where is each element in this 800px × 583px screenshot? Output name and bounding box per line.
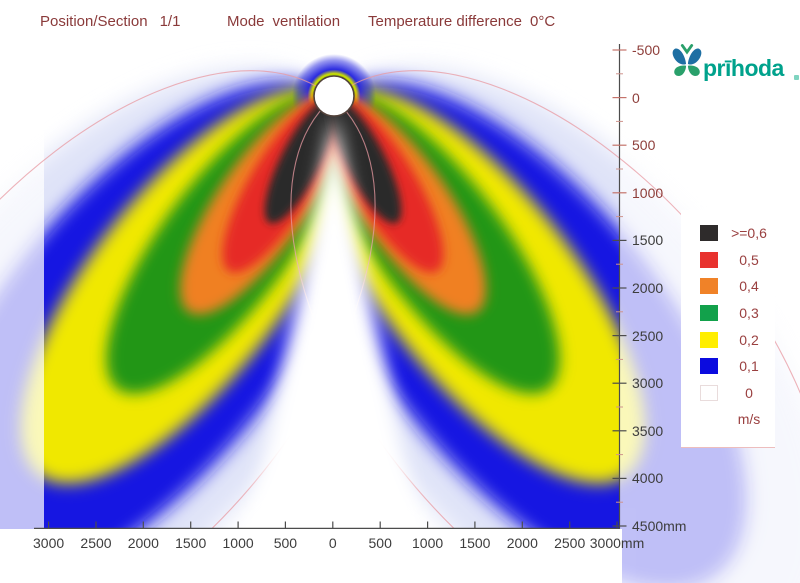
legend-label: 0 (745, 384, 753, 401)
legend-label: 0,1 (739, 358, 759, 375)
legend-label: 0,2 (739, 331, 759, 348)
legend-row: 0 (681, 380, 775, 407)
legend-row: 0,2 (681, 326, 775, 353)
brand-name: prīhoda (703, 55, 784, 81)
legend-panel: >=0,6 0,5 0,4 0,3 0,2 0,1 0 m/s (681, 210, 775, 448)
contour-band-right->=0,6 (328, 97, 402, 224)
legend-row: 0,1 (681, 353, 775, 380)
x-axis-ticks (47, 521, 618, 529)
mode-value: ventilation (272, 13, 341, 30)
legend-row: >=0,6 (681, 220, 775, 247)
legend-label: 0,5 (739, 251, 759, 268)
jet-bands-inner (180, 95, 486, 315)
butterfly-lower-right-wing (687, 65, 700, 76)
legend-unit-label: m/s (737, 411, 761, 428)
legend-swatch-0,2 (700, 331, 718, 348)
legend-swatch-0,4 (700, 278, 718, 295)
butterfly-antennae (680, 44, 694, 55)
prihoda-logo: prīhoda (668, 42, 800, 90)
butterfly-upper-right-wing (687, 48, 702, 65)
butterfly-upper-left-wing (672, 48, 687, 65)
y-axis-ticks (612, 49, 627, 527)
legend-rows: >=0,6 0,5 0,4 0,3 0,2 0,1 0 (681, 220, 775, 406)
temperature-field: Temperature difference 0°C (368, 13, 555, 30)
legend-unit-row: m/s (681, 406, 775, 433)
legend-label: >=0,6 (731, 225, 767, 242)
contour-band-left->=0,6 (264, 97, 338, 224)
temperature-value: 0°C (529, 13, 556, 30)
position-section-field: Position/Section 1/1 (40, 13, 180, 30)
brand-registered-dot (794, 75, 799, 80)
legend-swatch->=0,6 (700, 225, 718, 242)
center-stagnation-wedge (240, 114, 428, 583)
position-section-value: 1/1 (159, 13, 181, 30)
duct-outlet (313, 75, 355, 117)
legend-row: 0,4 (681, 273, 775, 300)
legend-swatch-0,1 (700, 358, 718, 375)
legend-row: 0,5 (681, 247, 775, 274)
legend-label: 0,3 (739, 305, 759, 322)
legend-label: 0,4 (739, 278, 759, 295)
mode-field: Mode ventilation (227, 13, 340, 30)
position-section-label: Position/Section (40, 13, 148, 30)
legend-row: 0,3 (681, 300, 775, 327)
temperature-label: Temperature difference (368, 13, 522, 30)
butterfly-lower-left-wing (674, 65, 687, 76)
legend-swatch-0 (700, 384, 718, 401)
legend-swatch-0,5 (700, 251, 718, 268)
legend-swatch-0,3 (700, 305, 718, 322)
mode-label: Mode (227, 13, 265, 30)
butterfly-icon (672, 44, 702, 76)
axes (34, 44, 627, 530)
